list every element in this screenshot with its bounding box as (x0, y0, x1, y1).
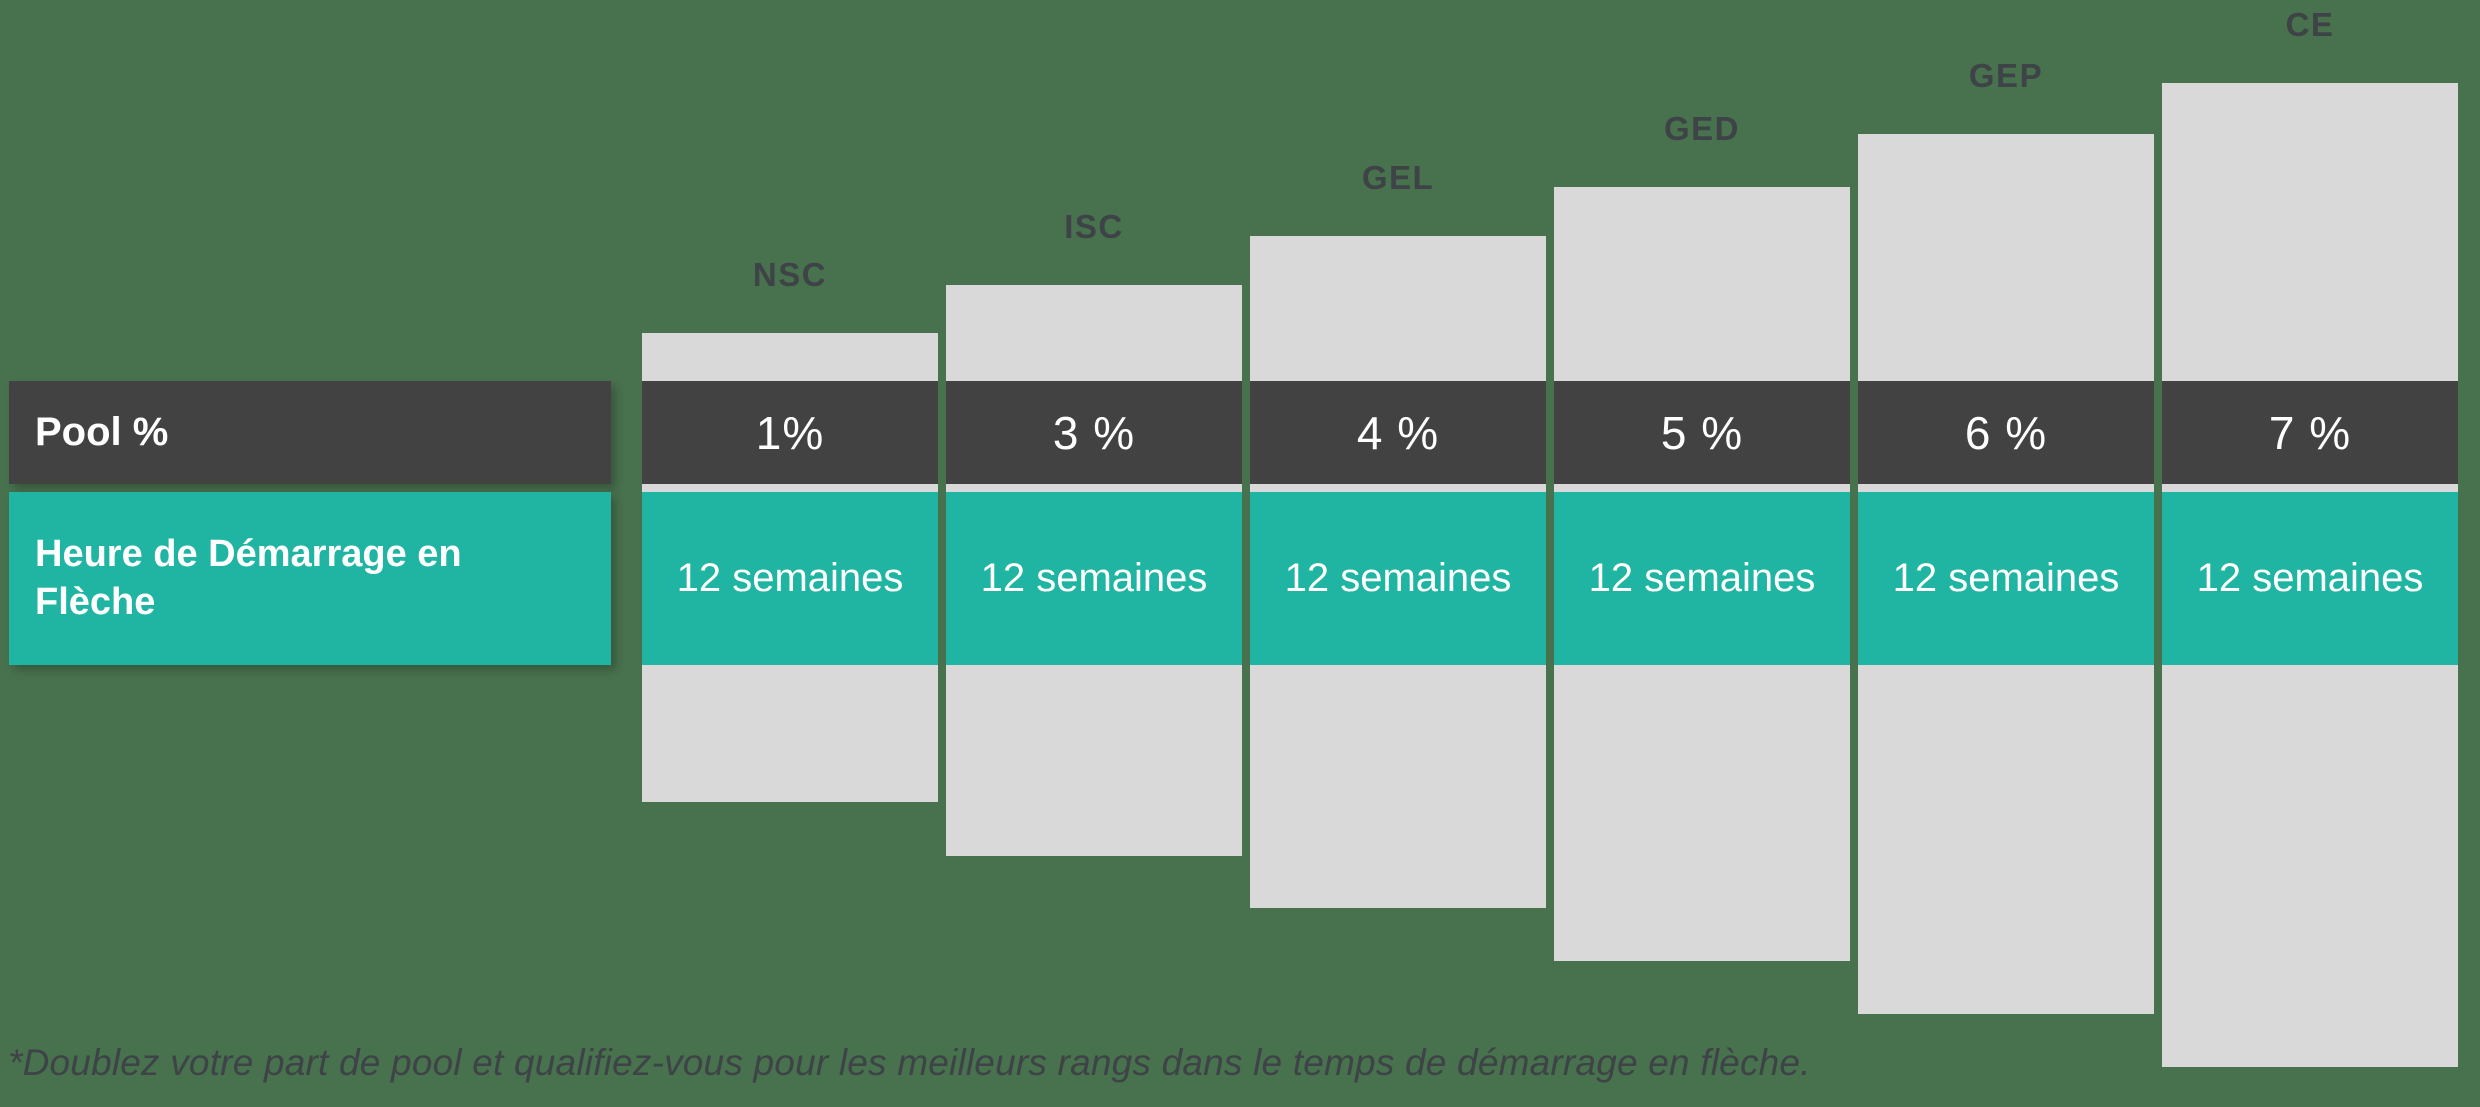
column-header-ce: CE (2285, 6, 2335, 43)
pool-value-nsc: 1% (642, 381, 938, 484)
footnote: *Doublez votre part de pool et qualifiez… (8, 1042, 1811, 1083)
sprint-value-nsc: 12 semaines (642, 492, 938, 665)
sprint-value-gep: 12 semaines (1858, 492, 2154, 665)
column-header-gep: GEP (1968, 57, 2044, 94)
pool-row-label-text: Pool % (35, 410, 169, 454)
pool-value-isc: 3 % (946, 381, 1242, 484)
pool-value-gel: 4 % (1250, 381, 1546, 484)
column-header-isc: ISC (1064, 208, 1124, 245)
column-header-nsc: NSC (752, 256, 828, 293)
sprint-value-gel: 12 semaines (1250, 492, 1546, 665)
sprint-value-isc: 12 semaines (946, 492, 1242, 665)
sprint-value-ged: 12 semaines (1554, 492, 1850, 665)
pool-row-label: Pool % (9, 381, 611, 484)
pool-value-ce: 7 % (2162, 381, 2458, 484)
pool-value-ged: 5 % (1554, 381, 1850, 484)
sprint-row-label-text: Heure de Démarrage en Flèche (35, 533, 462, 623)
column-header-gel: GEL (1361, 159, 1435, 196)
pool-value-gep: 6 % (1858, 381, 2154, 484)
column-header-ged: GED (1663, 110, 1740, 147)
sprint-value-ce: 12 semaines (2162, 492, 2458, 665)
sprint-row-label: Heure de Démarrage en Flèche (9, 492, 611, 665)
